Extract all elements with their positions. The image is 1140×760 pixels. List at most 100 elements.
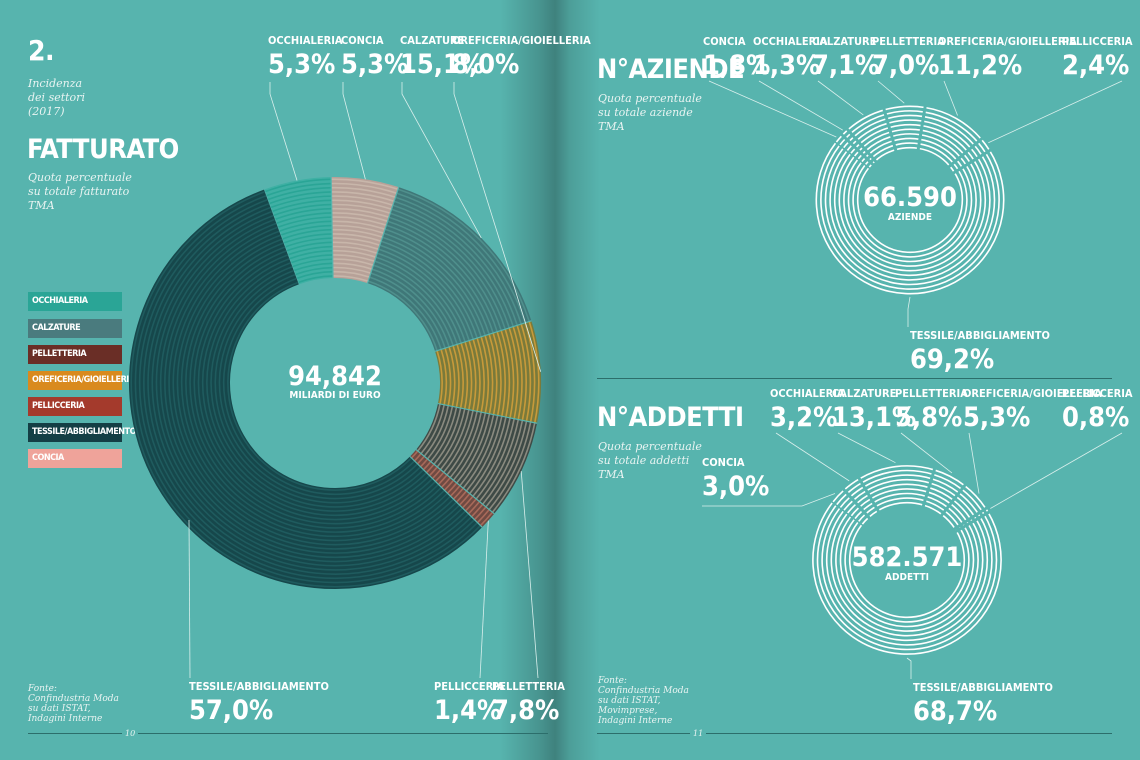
left-page-number: 10 xyxy=(122,727,139,741)
fatturato-slice-calzature xyxy=(366,186,532,353)
legend-item-calzature: CALZATURE xyxy=(28,319,122,338)
left-source: Fonte: Confindustria Moda su dati ISTAT,… xyxy=(28,684,119,724)
addetti-value-oreficeria-gioielleria: 5,3% xyxy=(963,402,1030,433)
fatturato-title: FATTURATO xyxy=(27,134,179,165)
addetti-label-oreficeria-gioielleria: OREFICERIA/GIOIELLERIA xyxy=(963,387,1102,400)
addetti-leader-calzature xyxy=(837,432,896,464)
addetti-leader-pellicceria xyxy=(990,432,1123,509)
source-line: su dati ISTAT, xyxy=(598,696,661,706)
section-intro: Incidenza dei settori (2017) xyxy=(28,77,85,119)
addetti-value-calzature: 13,1% xyxy=(832,402,916,433)
intro-line: Incidenza xyxy=(28,77,83,90)
aziende-value-tessile-abbigliamento: 69,2% xyxy=(910,344,994,375)
aziende-label-tessile-abbigliamento: TESSILE/ABBIGLIAMENTO xyxy=(910,329,1050,342)
subtitle-line: TMA xyxy=(598,468,625,481)
right-source: Fonte: Confindustria Moda su dati ISTAT,… xyxy=(598,676,689,726)
aziende-value-pelletteria: 7,0% xyxy=(872,50,939,81)
fatturato-leader-tessile-abbigliamento xyxy=(188,519,191,679)
right-footer-rule xyxy=(597,733,1112,734)
fatturato-label-pelletteria: PELLETTERIA xyxy=(492,680,565,693)
addetti-slice-tessile-abbigliamento xyxy=(812,502,1002,655)
right-divider xyxy=(597,378,1112,379)
addetti-value-concia: 3,0% xyxy=(702,471,769,502)
fatturato-value-tessile-abbigliamento: 57,0% xyxy=(189,695,273,726)
source-line: Fonte: xyxy=(28,684,57,694)
addetti-leader-concia xyxy=(702,493,836,507)
fatturato-value-calzature: 15,1% xyxy=(400,49,484,80)
fatturato-value-pellicceria: 1,4% xyxy=(434,695,501,726)
addetti-label-calzature: CALZATURE xyxy=(832,387,897,400)
right-page-number: 11 xyxy=(690,727,707,741)
fatturato-leader-concia xyxy=(342,82,366,180)
addetti-donut-chart xyxy=(812,465,1002,655)
source-line: Confindustria Moda xyxy=(598,686,689,696)
addetti-value-tessile-abbigliamento: 68,7% xyxy=(913,696,997,727)
aziende-label-pelletteria: PELLETTERIA xyxy=(872,35,945,48)
aziende-leader-tessile-abbigliamento xyxy=(907,296,911,327)
fatturato-leader-occhialeria xyxy=(269,82,298,181)
aziende-center-unit: AZIENDE xyxy=(888,212,932,223)
addetti-label-occhialeria: OCCHIALERIA xyxy=(770,387,845,400)
addetti-value-occhialeria: 3,2% xyxy=(770,402,837,433)
aziende-leader-occhialeria xyxy=(758,80,843,131)
fatturato-slice-oreficeria-gioielleria xyxy=(434,320,541,424)
aziende-donut-chart xyxy=(815,104,1005,295)
aziende-leader-oreficeria-gioielleria xyxy=(943,80,958,116)
fatturato-label-tessile-abbigliamento: TESSILE/ABBIGLIAMENTO xyxy=(189,680,329,693)
subtitle-line: su totale fatturato xyxy=(28,185,130,198)
legend-item-tessile-abbigliamento: TESSILE/ABBIGLIAMENTO xyxy=(28,423,136,442)
addetti-leader-oreficeria-gioielleria xyxy=(968,432,980,494)
addetti-center-unit: ADDETTI xyxy=(885,572,929,583)
source-line: Indagini Interne xyxy=(598,716,673,726)
subtitle-line: Quota percentuale xyxy=(598,92,702,105)
aziende-title: N°AZIENDE xyxy=(597,54,745,85)
aziende-leader-concia xyxy=(708,80,837,138)
addetti-value-pelletteria: 5,8% xyxy=(895,402,962,433)
fatturato-label-concia: CONCIA xyxy=(341,34,384,47)
fatturato-center-unit: MILIARDI DI EURO xyxy=(289,390,381,401)
source-line: Fonte: xyxy=(598,676,627,686)
fatturato-slice-tessile-abbigliamento xyxy=(129,189,483,589)
aziende-value-calzature: 7,1% xyxy=(812,50,879,81)
fatturato-center-value: 94,842 xyxy=(288,361,382,392)
aziende-subtitle: Quota percentuale su totale aziende TMA xyxy=(598,92,702,134)
addetti-subtitle: Quota percentuale su totale addetti TMA xyxy=(598,440,702,482)
addetti-leader-tessile-abbigliamento xyxy=(906,657,912,679)
fatturato-value-pelletteria: 7,8% xyxy=(492,695,559,726)
aziende-value-oreficeria-gioielleria: 11,2% xyxy=(938,50,1022,81)
subtitle-line: su totale aziende xyxy=(598,106,693,119)
intro-line: dei settori xyxy=(28,91,85,104)
fatturato-slice-concia xyxy=(330,177,399,284)
aziende-label-oreficeria-gioielleria: OREFICERIA/GIOIELLERIA xyxy=(938,35,1077,48)
aziende-label-pellicceria: PELLICCERIA xyxy=(1062,35,1133,48)
fatturato-slice-pelletteria xyxy=(415,402,538,514)
addetti-label-pelletteria: PELLETTERIA xyxy=(895,387,968,400)
source-line: Indagini Interne xyxy=(28,714,103,724)
fatturato-leader-oreficeria-gioielleria xyxy=(453,82,542,372)
subtitle-line: TMA xyxy=(28,199,55,212)
fatturato-leader-pelletteria xyxy=(520,471,539,679)
aziende-label-concia: CONCIA xyxy=(703,35,746,48)
fatturato-label-pellicceria: PELLICCERIA xyxy=(434,680,505,693)
addetti-value-pellicceria: 0,8% xyxy=(1062,402,1129,433)
fatturato-label-occhialeria: OCCHIALERIA xyxy=(268,34,343,47)
aziende-slice-tessile-abbigliamento xyxy=(815,142,1005,295)
fatturato-label-calzature: CALZATURE xyxy=(400,34,465,47)
legend-item-oreficeria-gioielleria: OREFICERIA/GIOIELLERIA xyxy=(28,371,135,390)
fatturato-slice-occhialeria xyxy=(263,177,335,285)
subtitle-line: Quota percentuale xyxy=(598,440,702,453)
source-line: su dati ISTAT, xyxy=(28,704,91,714)
aziende-value-concia: 1,8% xyxy=(703,50,770,81)
aziende-slice-oreficeria-gioielleria xyxy=(916,104,982,167)
fatturato-label-oreficeria-gioielleria: OREFICERIA/GIOIELLERIA xyxy=(452,34,591,47)
intro-line: (2017) xyxy=(28,105,65,118)
fatturato-leader-calzature xyxy=(401,82,482,239)
legend-item-pellicceria: PELLICCERIA xyxy=(28,397,122,416)
leader-lines xyxy=(188,80,1123,679)
aziende-value-occhialeria: 1,3% xyxy=(753,50,820,81)
addetti-label-tessile-abbigliamento: TESSILE/ABBIGLIAMENTO xyxy=(913,681,1053,694)
addetti-label-pellicceria: PELLICCERIA xyxy=(1062,387,1133,400)
aziende-label-calzature: CALZATURE xyxy=(812,35,877,48)
fatturato-value-oreficeria-gioielleria: 8,0% xyxy=(452,49,519,80)
